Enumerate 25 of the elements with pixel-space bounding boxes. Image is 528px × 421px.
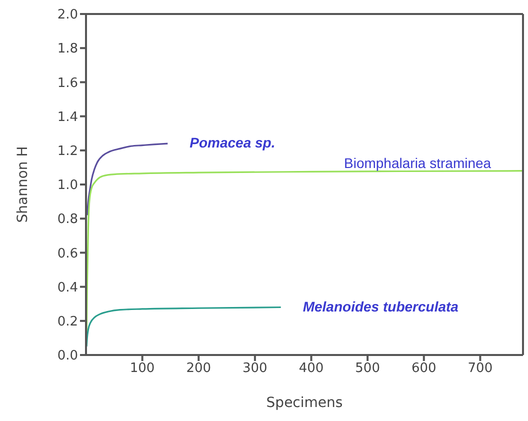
y-tick-label: 1.0 (57, 178, 78, 194)
x-tick-label: 300 (242, 361, 268, 376)
line-series (86, 142, 168, 216)
x-tick-label: 600 (411, 361, 436, 376)
x-tick-label: 700 (468, 361, 493, 376)
y-tick-label: 0.4 (57, 280, 78, 296)
y-tick-label: 0.2 (57, 314, 78, 330)
series-label: Pomacea sp. (190, 134, 276, 151)
y-tick-label: 1.8 (57, 42, 78, 57)
y-tick-label: 0.6 (57, 246, 78, 262)
series-label: Biomphalaria straminea (344, 154, 492, 171)
series-label: Melanoides tuberculata (302, 298, 459, 314)
x-tick-label: 100 (130, 361, 155, 376)
x-tick-label: 200 (186, 361, 212, 376)
y-axis-title: Shannon H (14, 146, 31, 223)
x-tick-label: 400 (298, 361, 324, 376)
y-tick-label: 1.4 (57, 110, 78, 125)
y-tick-label: 0.0 (57, 348, 78, 364)
x-axis-title: Specimens (266, 395, 343, 411)
x-tick-label: 500 (355, 361, 380, 376)
line-series (86, 306, 282, 348)
y-tick-label: 1.2 (57, 144, 78, 160)
y-tick-label: 1.6 (57, 76, 78, 91)
y-tick-label: 2.0 (57, 8, 78, 23)
y-tick-label: 0.8 (57, 212, 78, 228)
